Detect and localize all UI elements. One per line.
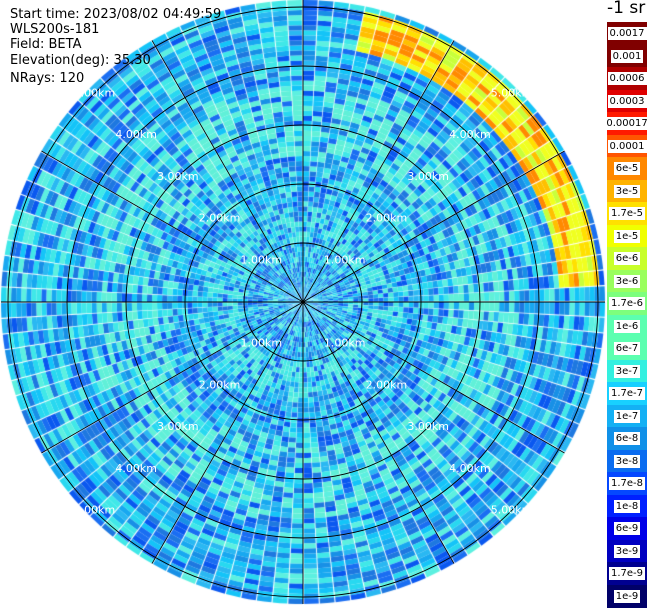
range-ring-label: 2.00km xyxy=(366,378,408,391)
nrays: NRays: 120 xyxy=(10,71,85,86)
colorbar-tick: 1e-9 xyxy=(607,584,647,608)
range-ring-label: 2.00km xyxy=(199,212,241,225)
colorbar-tick-label: 3e-6 xyxy=(613,274,641,288)
colorbar-tick-label: 6e-9 xyxy=(613,522,641,535)
colorbar-tick-label: 3e-8 xyxy=(613,454,641,468)
colorbar-tick: 3e-7 xyxy=(607,359,647,383)
colorbar-tick: 1.7e-9 xyxy=(607,562,647,585)
colorbar-tick-label: 6e-7 xyxy=(613,342,641,355)
elevation: Elevation(deg): 35.30 xyxy=(10,53,151,68)
range-ring-label: 4.00km xyxy=(449,128,491,141)
azimuth-spoke xyxy=(302,301,455,564)
colorbar-tick: 0.0006 xyxy=(607,67,647,90)
colorbar-tick: 6e-9 xyxy=(607,517,647,540)
colorbar-tick: 1e-8 xyxy=(607,494,647,518)
colorbar-tick-label: 0.00017 xyxy=(604,117,647,130)
colorbar-tick: 1e-6 xyxy=(607,314,647,338)
colorbar-tick-label: 0.001 xyxy=(610,49,644,63)
range-ring xyxy=(66,65,540,539)
range-ring-label: 5.00km xyxy=(74,504,116,517)
azimuth-spoke xyxy=(41,150,304,303)
colorbar-tick: 3e-8 xyxy=(607,449,647,473)
range-ring-label: 3.00km xyxy=(407,170,449,183)
range-ring-label: 1.00km xyxy=(324,337,366,350)
range-ring-label: 3.00km xyxy=(157,170,199,183)
range-ring xyxy=(184,183,422,421)
colorbar-tick-label: 6e-8 xyxy=(613,432,641,445)
colorbar-tick: 0.0003 xyxy=(607,89,647,113)
field-name: Field: BETA xyxy=(10,37,82,52)
colorbar-tick: 1.7e-5 xyxy=(607,202,647,225)
colorbar-tick-label: 0.0006 xyxy=(607,72,647,85)
colorbar-unit: -1 sr xyxy=(607,0,646,18)
colorbar-tick: 1.7e-8 xyxy=(607,472,647,495)
range-ring-label: 3.00km xyxy=(157,420,199,433)
range-ring-label: 5.00km xyxy=(74,86,116,99)
colorbar-tick: 1e-5 xyxy=(607,224,647,248)
colorbar-tick-label: 1.7e-7 xyxy=(608,387,646,400)
colorbar-tick-label: 3e-5 xyxy=(613,184,641,198)
range-ring xyxy=(125,124,481,480)
colorbar-tick: 6e-5 xyxy=(607,157,647,180)
colorbar-tick: 6e-6 xyxy=(607,247,647,270)
colorbar-tick: 0.0017 xyxy=(607,22,647,45)
colorbar-tick-label: 1e-9 xyxy=(613,589,641,603)
azimuth-spoke xyxy=(151,40,304,303)
colorbar-tick: 1.7e-6 xyxy=(607,292,647,315)
colorbar-tick-label: 1e-6 xyxy=(613,319,641,333)
range-ring-label: 1.00km xyxy=(240,337,282,350)
azimuth-spoke xyxy=(302,150,565,303)
colorbar-tick-label: 0.0017 xyxy=(607,27,647,40)
colorbar-tick: 3e-5 xyxy=(607,179,647,203)
colorbar-tick: 1e-7 xyxy=(607,404,647,428)
colorbar-tick-label: 0.0003 xyxy=(607,94,647,108)
ppi-overlay: 1.00km 1.00km 1.00km 1.00km 2.00km 2.00km 2.00… xyxy=(1,0,605,604)
colorbar-tick-label: 1.7e-5 xyxy=(608,207,646,220)
range-ring-label: 3.00km xyxy=(407,420,449,433)
azimuth-spoke xyxy=(41,301,304,454)
colorbar-tick: 0.00017 xyxy=(604,112,647,135)
colorbar-tick-label: 1.7e-8 xyxy=(608,477,646,490)
range-ring-label: 1.00km xyxy=(324,253,366,266)
colorbar-tick-label: 3e-9 xyxy=(613,544,641,558)
range-ring-label: 5.00km xyxy=(491,86,533,99)
colorbar-tick-label: 6e-6 xyxy=(613,252,641,265)
range-ring-label: 5.00km xyxy=(491,504,533,517)
colorbar-tick: 6e-7 xyxy=(607,337,647,360)
colorbar-tick: 3e-6 xyxy=(607,269,647,293)
start-time: Start time: 2023/08/02 04:49:59 xyxy=(10,7,222,22)
azimuth-spoke xyxy=(302,40,455,303)
colorbar-tick-label: 1e-7 xyxy=(613,409,641,423)
range-ring-label: 4.00km xyxy=(449,462,491,475)
range-ring-label: 1.00km xyxy=(240,253,282,266)
azimuth-spoke xyxy=(302,301,565,454)
range-ring xyxy=(7,6,599,598)
range-ring-label: 2.00km xyxy=(199,378,241,391)
range-ring-label: 4.00km xyxy=(115,128,157,141)
colorbar-tick: 1.7e-7 xyxy=(607,382,647,405)
range-ring xyxy=(243,242,363,362)
colorbar-tick: 3e-9 xyxy=(607,539,647,563)
colorbar-tick-label: 3e-7 xyxy=(613,364,641,378)
colorbar-tick-label: 1e-5 xyxy=(613,229,641,243)
range-ring-label: 4.00km xyxy=(115,462,157,475)
colorbar-tick-label: 1.7e-6 xyxy=(608,297,646,310)
colorbar-tick-label: 0.0001 xyxy=(607,139,647,153)
colorbar-tick: 6e-8 xyxy=(607,427,647,450)
colorbar-tick-label: 1e-8 xyxy=(613,499,641,513)
colorbar-tick: 0.001 xyxy=(607,44,647,68)
range-ring-label: 2.00km xyxy=(366,212,408,225)
colorbar-tick-label: 1.7e-9 xyxy=(608,567,646,580)
instrument-name: WLS200s-181 xyxy=(10,22,100,37)
colorbar-tick-label: 6e-5 xyxy=(613,162,641,175)
azimuth-spoke xyxy=(151,301,304,564)
colorbar-tick: 0.0001 xyxy=(607,134,647,158)
